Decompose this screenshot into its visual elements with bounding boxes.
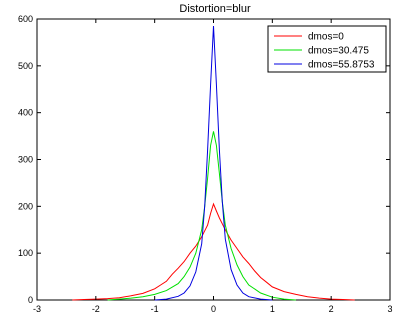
y-tick-label: 200 (18, 201, 33, 211)
axes-layer: -3 -2 -1 0 1 2 3 0 100 200 300 400 500 600 (18, 14, 393, 314)
x-tick-label: -1 (151, 304, 159, 314)
x-tick-label: 2 (329, 304, 334, 314)
legend: dmos=0 dmos=30.475 dmos=55.8753 (267, 25, 387, 73)
series-line-2 (107, 131, 296, 301)
x-tick-label: 0 (211, 304, 216, 314)
chart-title: Distortion=blur (179, 3, 251, 15)
legend-label-2: dmos=30.475 (308, 46, 369, 57)
x-tick-label: -3 (33, 304, 41, 314)
x-tick-label: 1 (270, 304, 275, 314)
y-tick-label: 0 (28, 295, 33, 305)
y-tick-label: 100 (18, 248, 33, 258)
series-layer (72, 25, 355, 301)
x-tick-label: -2 (92, 304, 100, 314)
y-tick-label: 600 (18, 14, 33, 24)
x-tick-label: 3 (387, 304, 392, 314)
y-tick-label: 400 (18, 108, 33, 118)
legend-label-3: dmos=55.8753 (308, 60, 375, 71)
legend-label-1: dmos=0 (308, 32, 344, 43)
series-line-1 (72, 202, 355, 301)
y-tick-label: 500 (18, 61, 33, 71)
series-line-3 (154, 25, 273, 301)
y-tick-label: 300 (18, 155, 33, 165)
